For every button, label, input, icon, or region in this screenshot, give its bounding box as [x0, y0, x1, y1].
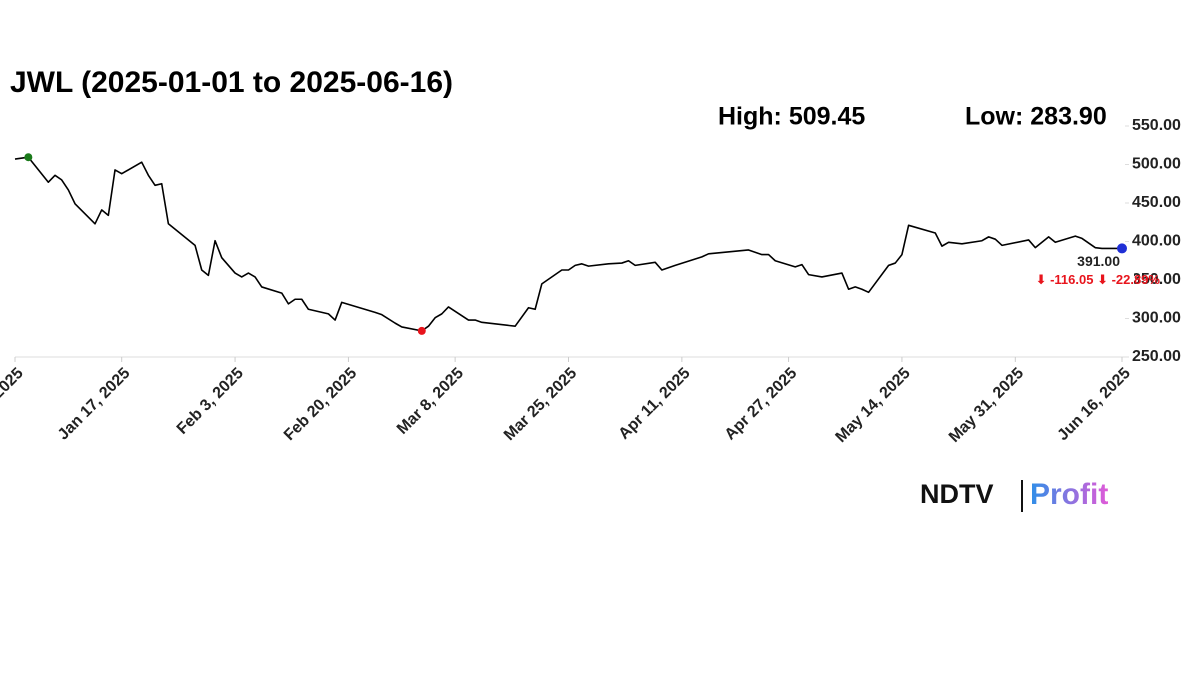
x-tick-label: Jun 16, 2025 [1054, 365, 1133, 444]
x-tick-label: Feb 3, 2025 [174, 365, 247, 438]
y-tick-label: 450.00 [1132, 194, 1181, 211]
change-label: ⬇ -116.05 ⬇ -22.89% [1036, 272, 1161, 287]
low-label: Low: 283.90 [965, 103, 1107, 131]
logo: NDTV Profit [920, 478, 1108, 512]
high-label: High: 509.45 [718, 103, 865, 131]
x-tick-label: May 14, 2025 [833, 365, 914, 446]
x-tick-label: Apr 11, 2025 [616, 365, 694, 443]
low-marker [417, 326, 426, 335]
y-tick-label: 250.00 [1132, 348, 1181, 365]
y-tick-label: 500.00 [1132, 156, 1181, 173]
x-tick-label: Apr 27, 2025 [722, 365, 801, 444]
logo-profit: Profit [1030, 478, 1108, 511]
y-tick-label: 400.00 [1132, 233, 1181, 250]
y-tick-label: 300.00 [1132, 310, 1181, 327]
x-tick-label: Mar 8, 2025 [394, 365, 467, 438]
annotation-bg [1014, 270, 1134, 291]
logo-ndtv: NDTV [920, 479, 994, 509]
x-tick-label: Feb 20, 2025 [281, 365, 360, 444]
last-value-label: 391.00 [1077, 253, 1120, 269]
x-tick-label: Mar 25, 2025 [501, 365, 580, 444]
y-tick-label: 350.00 [1132, 271, 1181, 288]
chart-title: JWL (2025-01-01 to 2025-06-16) [10, 66, 453, 99]
x-tick-label: May 31, 2025 [946, 365, 1027, 446]
high-marker [24, 153, 33, 162]
x-tick-label: Jan 1, 2025 [0, 365, 27, 437]
y-tick-label: 550.00 [1132, 117, 1181, 134]
x-tick-label: Jan 17, 2025 [55, 365, 134, 444]
price-line [14, 156, 1122, 332]
last-marker [1117, 243, 1127, 254]
